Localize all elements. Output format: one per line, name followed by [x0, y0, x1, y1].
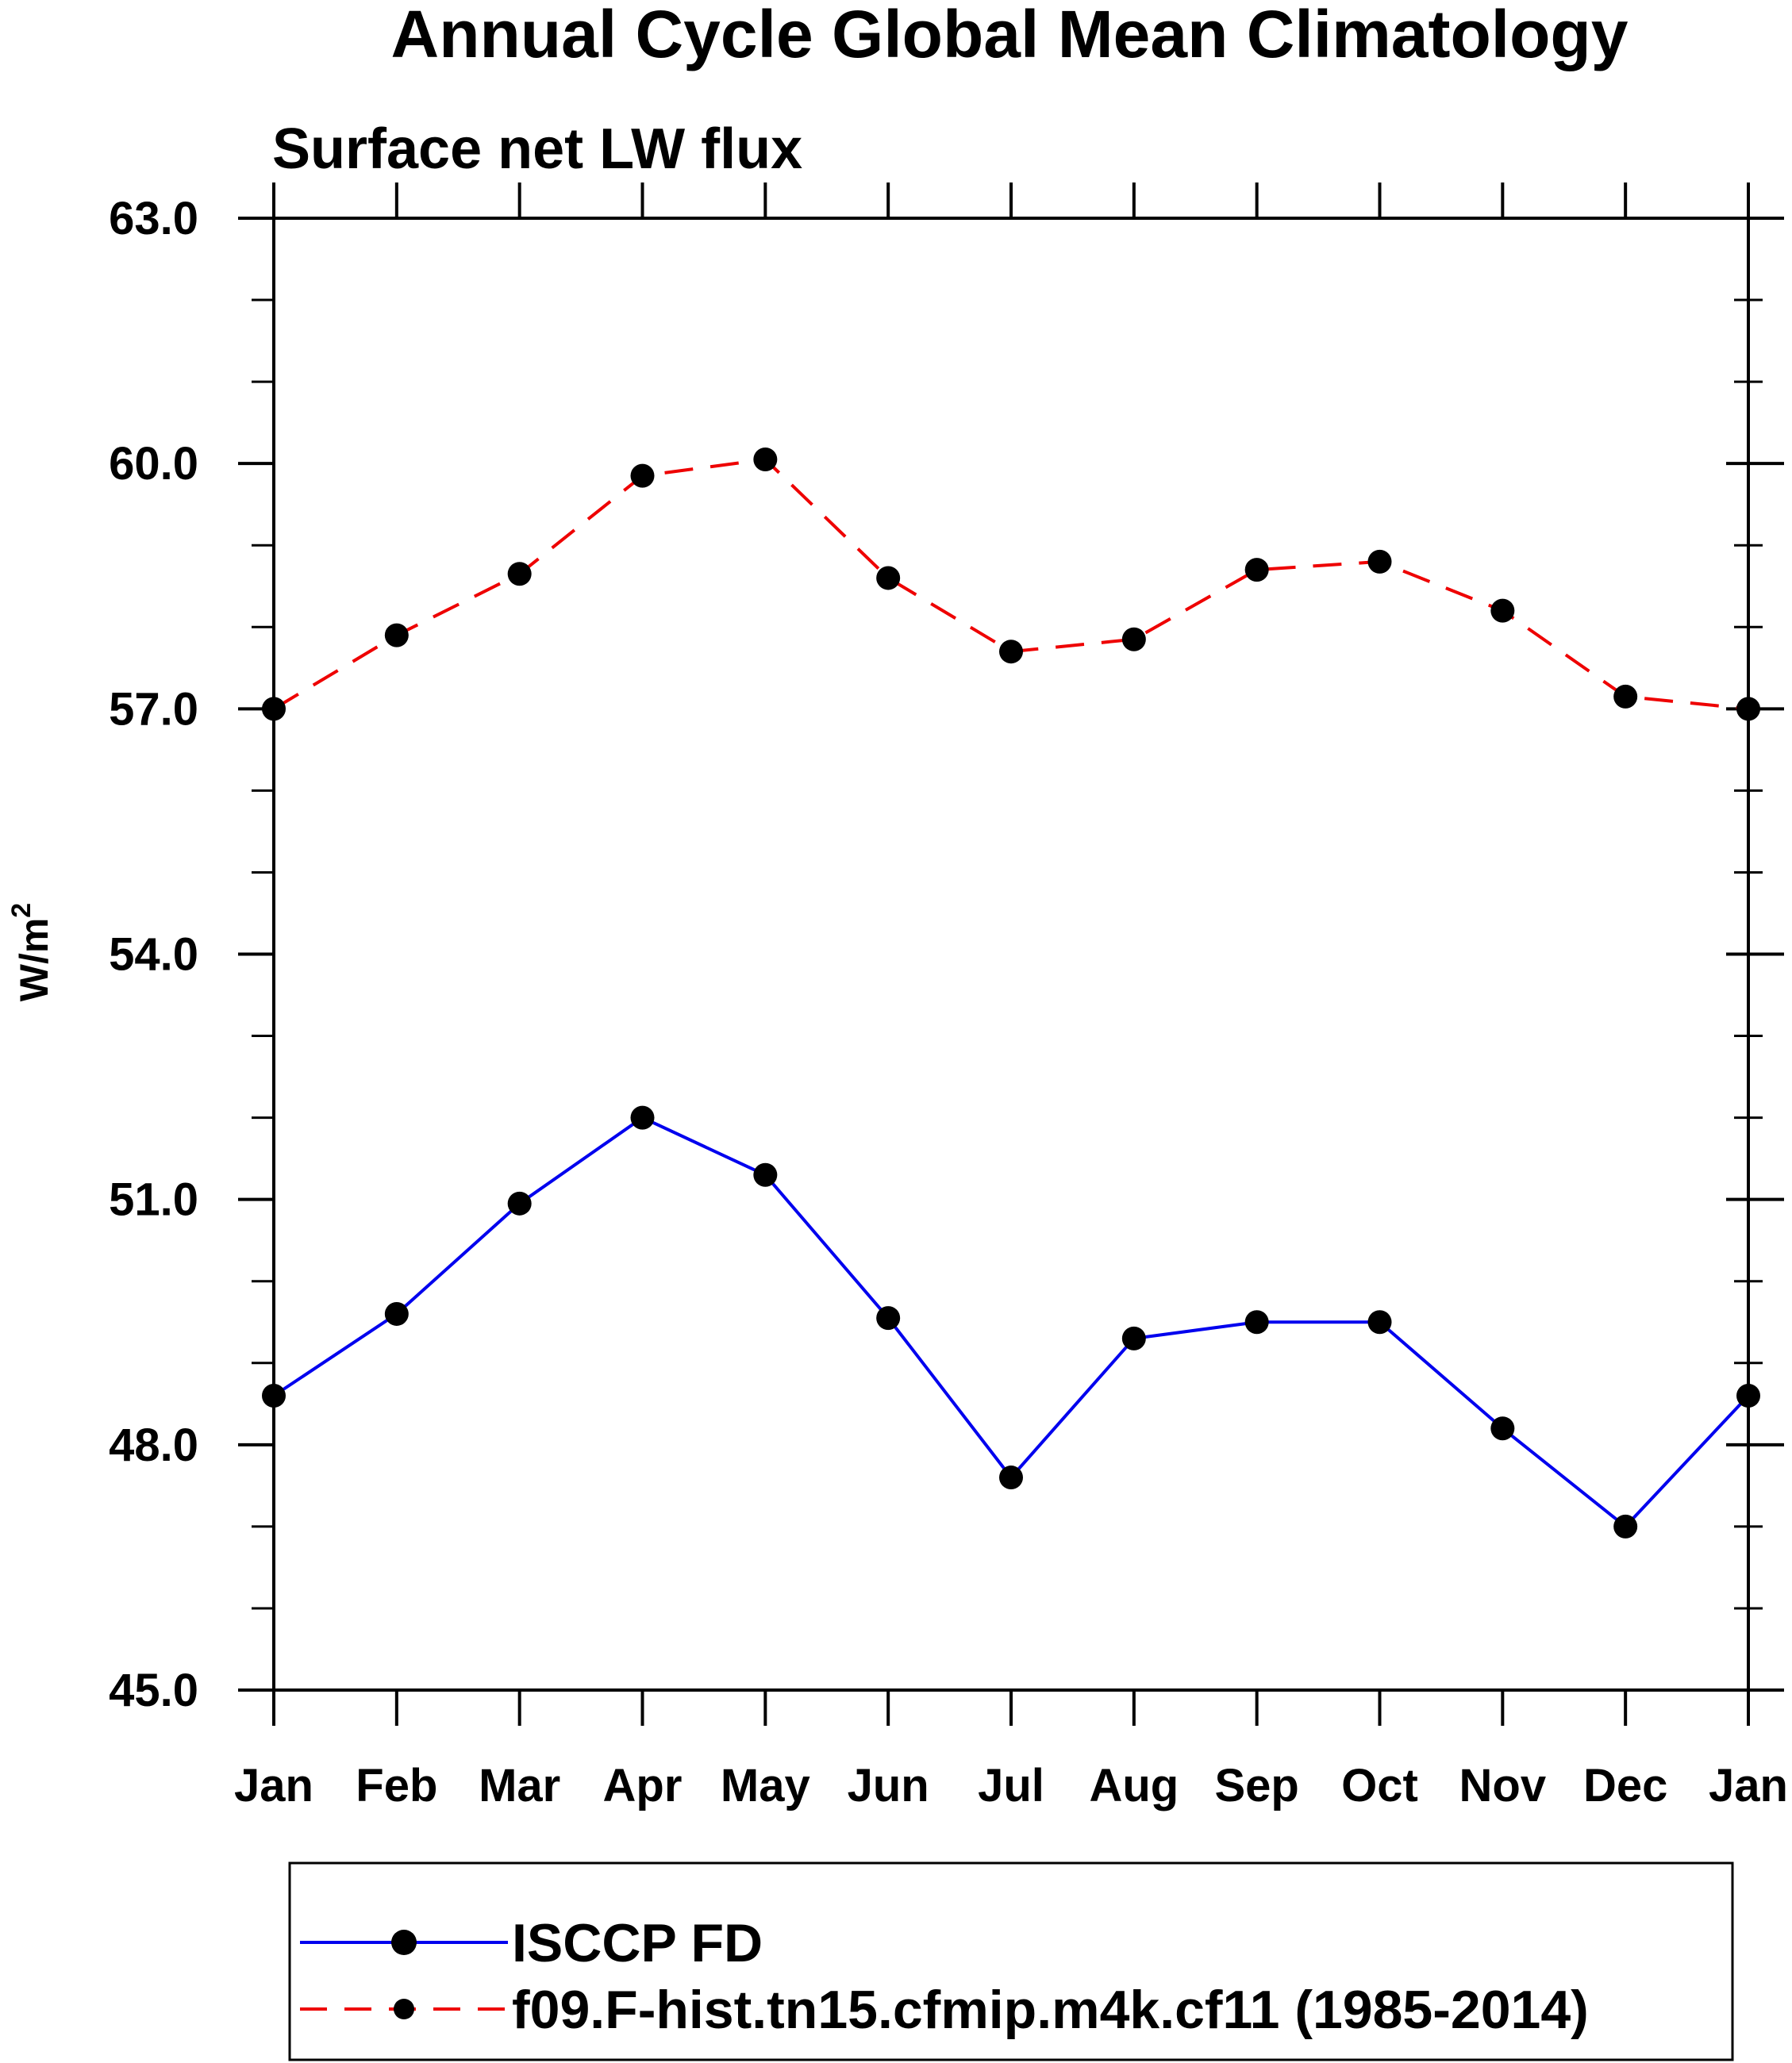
series-1-point: [999, 640, 1023, 664]
series-1-point: [507, 562, 532, 586]
legend-box: [288, 1861, 1734, 2061]
chart-title: Annual Cycle Global Mean Climatology: [391, 0, 1629, 71]
series-0-point: [876, 1306, 901, 1331]
series-1-point: [262, 697, 286, 721]
legend-label-1: f09.F-hist.tn15.cfmip.m4k.cf11 (1985-201…: [512, 1980, 1589, 2040]
series-0-point: [262, 1384, 286, 1408]
x-tick-label: May: [721, 1760, 810, 1811]
legend: ISCCP FD f09.F-hist.tn15.cfmip.m4k.cf11 (…: [300, 1913, 1589, 2040]
x-tick-label: Jan: [234, 1760, 313, 1811]
series-1-point: [630, 463, 655, 488]
x-tick-label: Jan: [1709, 1760, 1788, 1811]
y-tick-label: 60.0: [109, 438, 198, 490]
y-axis-label: W/m2: [6, 903, 56, 1001]
series-1-point: [1736, 697, 1760, 721]
series-line-0: [272, 1116, 1750, 1529]
x-tick-label: Apr: [603, 1760, 683, 1811]
x-tick-labels: Jan Feb Mar Apr May Jun Jul Aug Sep Oct Nov Dec Jan: [234, 1760, 1788, 1811]
series-1-point: [1367, 549, 1392, 574]
series-1-point: [1244, 558, 1269, 582]
series-1-point: [1490, 598, 1515, 623]
series-1-point: [753, 448, 778, 472]
y-tick-label: 63.0: [109, 193, 198, 244]
y-tick-label: 51.0: [109, 1174, 198, 1226]
x-tick-label: Feb: [356, 1760, 437, 1811]
series-0-point: [507, 1191, 532, 1216]
x-tick-label: Aug: [1089, 1760, 1179, 1811]
series-1-point: [1613, 684, 1638, 709]
legend-marker-0: [391, 1930, 417, 1955]
series-1-point: [876, 566, 901, 590]
series-0-point: [384, 1301, 409, 1326]
series-0-point: [1244, 1310, 1269, 1335]
series-0-point: [1490, 1416, 1515, 1441]
y-tick-label: 54.0: [109, 929, 198, 981]
series-layer: [262, 448, 1760, 1539]
y-tick-labels: 45.0 48.0 51.0 54.0 57.0 60.0 63.0: [109, 193, 198, 1716]
series-0-point: [753, 1162, 778, 1187]
chart-subtitle: Surface net LW flux: [272, 117, 802, 181]
series-0-point: [1367, 1310, 1392, 1335]
y-axis-label-base: W/m: [12, 918, 56, 1002]
series-1-point: [1121, 627, 1146, 651]
x-tick-label: Mar: [479, 1760, 560, 1811]
x-tick-label: Sep: [1214, 1760, 1298, 1811]
series-1-point: [384, 623, 409, 647]
series-0-point: [1121, 1326, 1146, 1350]
series-line-1: [272, 457, 1749, 711]
y-tick-label: 45.0: [109, 1665, 198, 1716]
legend-marker-1: [394, 1999, 414, 2019]
y-axis-label-superscript: 2: [6, 903, 37, 918]
series-0-point: [1613, 1514, 1638, 1539]
x-tick-label: Jun: [848, 1760, 929, 1811]
series-0-point: [1736, 1384, 1760, 1408]
x-tick-label: Jul: [978, 1760, 1044, 1811]
axis-ticks: [238, 182, 1784, 1726]
legend-label-0: ISCCP FD: [512, 1913, 763, 1973]
x-tick-label: Nov: [1459, 1760, 1547, 1811]
series-0-point: [630, 1105, 655, 1130]
y-tick-label: 57.0: [109, 683, 198, 735]
series-0-point: [999, 1466, 1023, 1490]
y-tick-label: 48.0: [109, 1420, 198, 1471]
x-tick-label: Dec: [1583, 1760, 1667, 1811]
x-tick-label: Oct: [1341, 1760, 1418, 1811]
